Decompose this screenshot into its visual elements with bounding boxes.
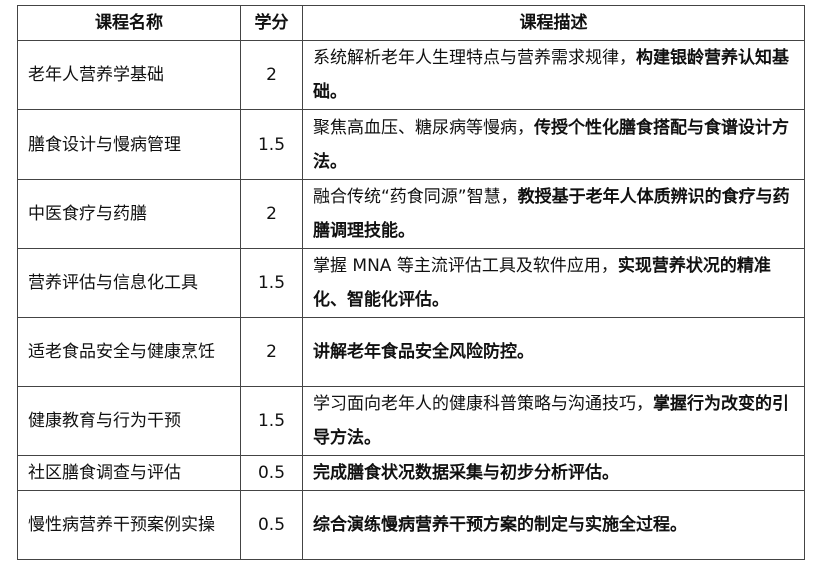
course-name: 社区膳食调查与评估 <box>17 455 241 491</box>
description-text: 聚焦高血压、糖尿病等慢病， <box>313 117 534 138</box>
table-row: 膳食设计与慢病管理 1.5 聚焦高血压、糖尿病等慢病，传授个性化膳食搭配与食谱设… <box>17 109 805 180</box>
course-description: 聚焦高血压、糖尿病等慢病，传授个性化膳食搭配与食谱设计方法。 <box>302 109 805 180</box>
table-row: 适老食品安全与健康烹饪 2 讲解老年食品安全风险防控。 <box>17 317 805 387</box>
description-text: 系统解析老年人生理特点与营养需求规律， <box>313 48 636 68</box>
course-credit: 2 <box>240 40 303 110</box>
course-description: 完成膳食状况数据采集与初步分析评估。 <box>302 455 805 491</box>
course-description: 综合演练慢病营养干预方案的制定与实施全过程。 <box>302 490 805 560</box>
header-row: 课程名称 学分 课程描述 <box>17 5 805 41</box>
course-name: 老年人营养学基础 <box>17 40 241 110</box>
description-emphasis: 传授个性化膳食搭配与食谱设计方法。 <box>313 117 789 172</box>
course-name: 适老食品安全与健康烹饪 <box>17 317 241 387</box>
table-row: 社区膳食调查与评估 0.5 完成膳食状况数据采集与初步分析评估。 <box>17 455 805 491</box>
description-text: 学习面向老年人的健康科普策略与沟通技巧， <box>313 394 653 414</box>
description-emphasis: 讲解老年食品安全风险防控。 <box>313 342 534 362</box>
course-table: 课程名称 学分 课程描述 老年人营养学基础 2 系统解析老年人生理特点与营养需求… <box>17 5 805 560</box>
course-description: 系统解析老年人生理特点与营养需求规律，构建银龄营养认知基础。 <box>302 40 805 110</box>
header-description: 课程描述 <box>302 5 805 41</box>
course-name: 健康教育与行为干预 <box>17 386 241 456</box>
course-name: 营养评估与信息化工具 <box>17 248 241 318</box>
course-credit: 1.5 <box>240 248 303 318</box>
course-name: 慢性病营养干预案例实操 <box>17 490 241 560</box>
description-emphasis: 构建银龄营养认知基础。 <box>313 48 789 102</box>
description-emphasis: 完成膳食状况数据采集与初步分析评估。 <box>313 463 619 483</box>
course-credit: 0.5 <box>240 490 303 560</box>
course-credit: 2 <box>240 179 303 249</box>
course-credit: 2 <box>240 317 303 387</box>
table-row: 中医食疗与药膳 2 融合传统“药食同源”智慧，教授基于老年人体质辨识的食疗与药膳… <box>17 179 805 249</box>
description-text: 掌握 MNA 等主流评估工具及软件应用， <box>313 256 618 276</box>
course-description: 讲解老年食品安全风险防控。 <box>302 317 805 387</box>
description-emphasis: 掌握行为改变的引导方法。 <box>313 394 789 448</box>
course-credit: 1.5 <box>240 386 303 456</box>
course-description: 融合传统“药食同源”智慧，教授基于老年人体质辨识的食疗与药膳调理技能。 <box>302 179 805 249</box>
table-row: 健康教育与行为干预 1.5 学习面向老年人的健康科普策略与沟通技巧，掌握行为改变… <box>17 386 805 456</box>
course-description: 掌握 MNA 等主流评估工具及软件应用，实现营养状况的精准化、智能化评估。 <box>302 248 805 318</box>
table-row: 营养评估与信息化工具 1.5 掌握 MNA 等主流评估工具及软件应用，实现营养状… <box>17 248 805 318</box>
header-credit: 学分 <box>240 5 303 41</box>
course-name: 中医食疗与药膳 <box>17 179 241 249</box>
description-emphasis: 综合演练慢病营养干预方案的制定与实施全过程。 <box>313 515 687 535</box>
course-credit: 1.5 <box>240 109 303 180</box>
table-row: 慢性病营养干预案例实操 0.5 综合演练慢病营养干预方案的制定与实施全过程。 <box>17 490 805 560</box>
description-text: 融合传统“药食同源”智慧， <box>313 187 518 207</box>
header-course-name: 课程名称 <box>17 5 241 41</box>
course-credit: 0.5 <box>240 455 303 491</box>
description-emphasis: 实现营养状况的精准化、智能化评估。 <box>313 256 771 310</box>
description-emphasis: 教授基于老年人体质辨识的食疗与药膳调理技能。 <box>313 187 790 241</box>
course-name: 膳食设计与慢病管理 <box>17 109 241 180</box>
course-description: 学习面向老年人的健康科普策略与沟通技巧，掌握行为改变的引导方法。 <box>302 386 805 456</box>
table-row: 老年人营养学基础 2 系统解析老年人生理特点与营养需求规律，构建银龄营养认知基础… <box>17 40 805 110</box>
